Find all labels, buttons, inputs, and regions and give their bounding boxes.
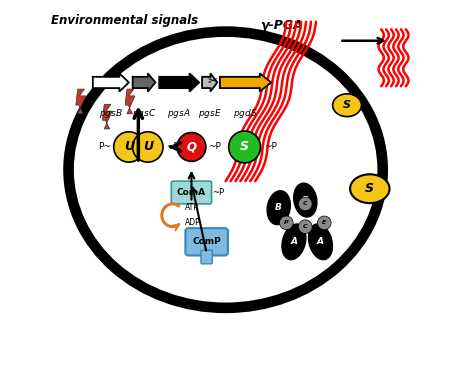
Text: P: P: [284, 220, 289, 225]
Text: U: U: [124, 141, 134, 154]
Circle shape: [318, 216, 331, 230]
Text: ~P: ~P: [264, 142, 276, 151]
Ellipse shape: [294, 183, 317, 217]
Text: $\it{pgsC}$: $\it{pgsC}$: [132, 107, 156, 120]
Text: S: S: [343, 100, 351, 110]
Circle shape: [280, 216, 293, 230]
Ellipse shape: [282, 224, 306, 259]
FancyBboxPatch shape: [185, 228, 228, 256]
Polygon shape: [76, 89, 86, 114]
Text: ~P: ~P: [208, 142, 221, 151]
Circle shape: [299, 197, 312, 211]
Text: S: S: [365, 182, 374, 195]
Circle shape: [299, 220, 312, 233]
Text: $\it{pgsB}$: $\it{pgsB}$: [99, 107, 123, 120]
Circle shape: [133, 132, 163, 162]
Text: B: B: [275, 203, 282, 212]
Ellipse shape: [74, 37, 377, 303]
Text: C: C: [303, 201, 308, 206]
Text: ATP: ATP: [185, 203, 199, 212]
Text: S: S: [240, 141, 249, 154]
Text: ComA: ComA: [177, 188, 206, 197]
Ellipse shape: [350, 174, 390, 203]
Text: A: A: [291, 237, 297, 246]
Text: ✂: ✂: [207, 75, 218, 88]
FancyBboxPatch shape: [172, 181, 211, 204]
Text: U: U: [143, 141, 153, 154]
Text: ~P: ~P: [166, 142, 179, 151]
Ellipse shape: [63, 26, 388, 313]
Text: C: C: [303, 224, 308, 229]
Ellipse shape: [333, 94, 362, 117]
Text: B: B: [302, 196, 309, 204]
Text: ADP: ADP: [185, 218, 201, 227]
FancyArrow shape: [159, 74, 199, 92]
FancyArrow shape: [220, 74, 271, 92]
Polygon shape: [125, 89, 135, 114]
Circle shape: [177, 132, 206, 161]
Text: Environmental signals: Environmental signals: [51, 14, 198, 27]
Text: P~: P~: [98, 142, 111, 151]
Text: γ-PGA: γ-PGA: [260, 19, 302, 32]
Ellipse shape: [309, 224, 332, 259]
FancyArrow shape: [202, 74, 217, 92]
Text: ComP: ComP: [192, 237, 221, 246]
Ellipse shape: [267, 191, 291, 224]
Text: E: E: [322, 220, 327, 225]
FancyArrow shape: [133, 74, 155, 92]
Text: A: A: [317, 237, 324, 246]
Text: $\it{pgsE}$: $\it{pgsE}$: [198, 107, 221, 120]
Text: $\it{pgdS}$: $\it{pgdS}$: [233, 107, 258, 120]
Circle shape: [114, 132, 144, 162]
FancyArrow shape: [93, 74, 129, 92]
Text: Q: Q: [186, 141, 196, 154]
Text: $\it{pgsA}$: $\it{pgsA}$: [167, 107, 191, 120]
Text: ~P: ~P: [212, 188, 225, 197]
Circle shape: [228, 131, 261, 163]
FancyBboxPatch shape: [201, 250, 212, 264]
Polygon shape: [102, 104, 112, 129]
